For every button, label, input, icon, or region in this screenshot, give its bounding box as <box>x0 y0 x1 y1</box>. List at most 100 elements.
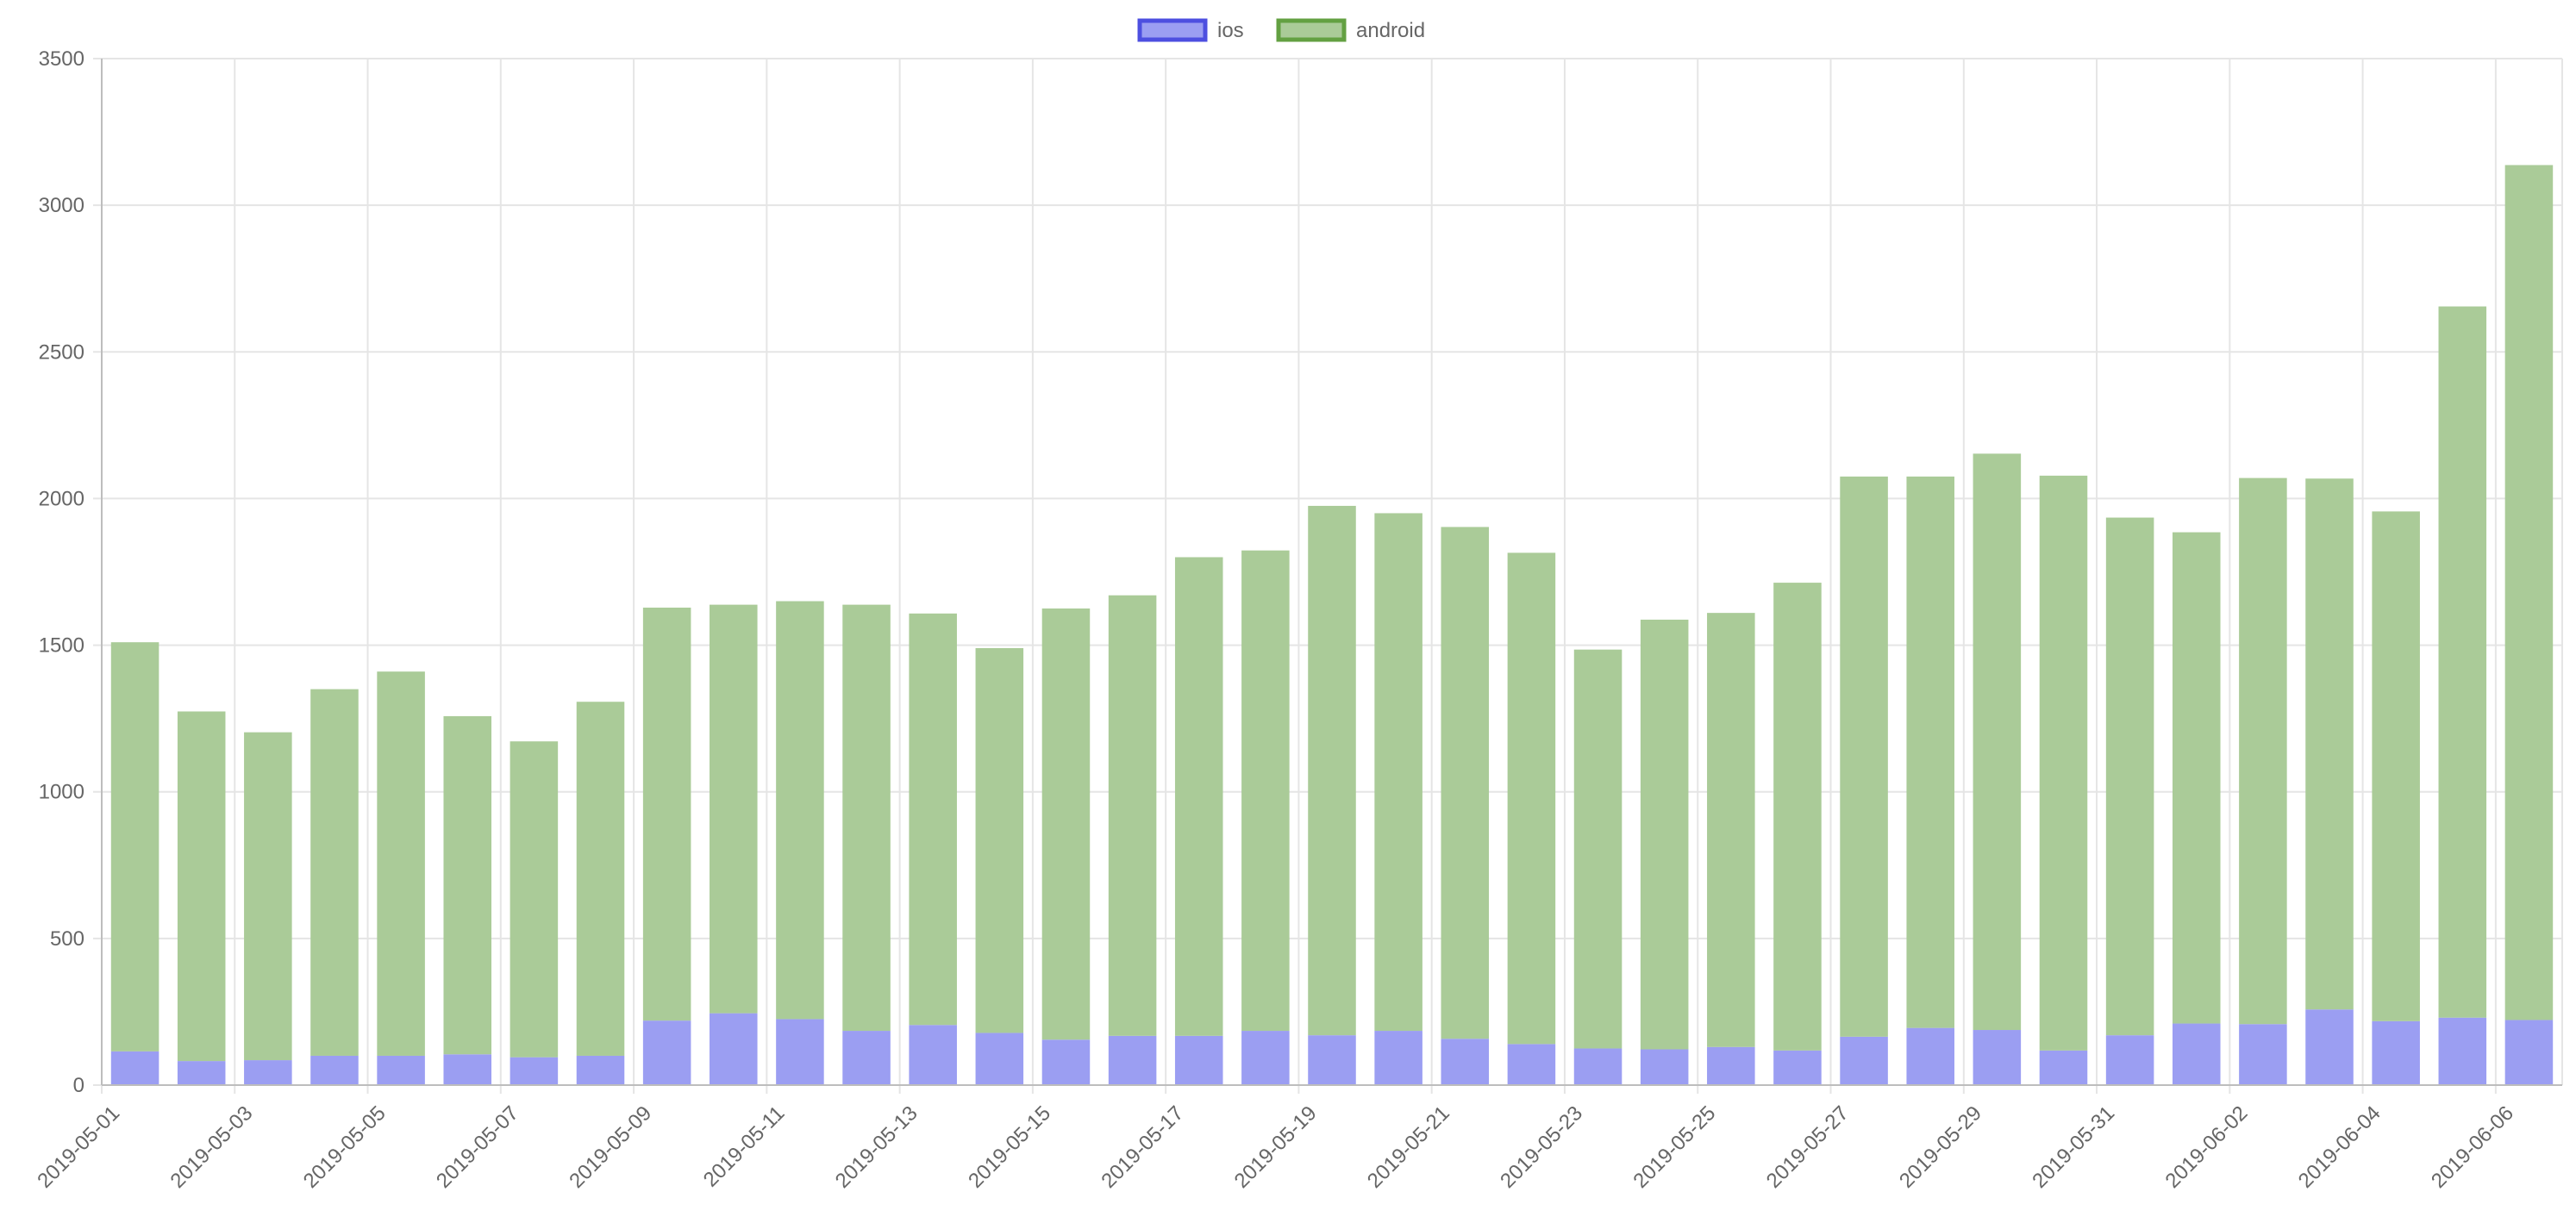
legend-label: ios <box>1217 19 1244 42</box>
legend-swatch <box>1276 18 1347 42</box>
bar-android-2019-05-16[interactable] <box>1108 595 1157 1036</box>
x-tick-label: 2019-05-19 <box>1230 1101 1322 1193</box>
bar-android-2019-05-26[interactable] <box>1773 583 1822 1051</box>
bar-android-2019-06-03[interactable] <box>2305 478 2354 1010</box>
bar-ios-2019-05-26[interactable] <box>1773 1050 1822 1085</box>
bar-ios-2019-05-18[interactable] <box>1241 1031 1290 1085</box>
x-tick-label: 2019-05-27 <box>1762 1101 1854 1193</box>
legend-item-android[interactable]: android <box>1276 18 1425 42</box>
bar-ios-2019-05-20[interactable] <box>1374 1031 1422 1085</box>
bar-ios-2019-05-31[interactable] <box>2105 1035 2154 1085</box>
bar-ios-2019-05-11[interactable] <box>776 1019 824 1085</box>
bar-ios-2019-05-03[interactable] <box>244 1060 292 1085</box>
bar-android-2019-06-01[interactable] <box>2172 532 2221 1024</box>
bar-android-2019-05-24[interactable] <box>1640 619 1689 1050</box>
bar-ios-2019-05-05[interactable] <box>377 1055 425 1085</box>
bar-android-2019-06-02[interactable] <box>2239 477 2287 1025</box>
bar-ios-2019-05-17[interactable] <box>1174 1035 1223 1085</box>
x-tick-label: 2019-05-25 <box>1629 1101 1720 1193</box>
x-tick-label: 2019-05-03 <box>166 1101 257 1193</box>
bar-android-2019-05-25[interactable] <box>1707 613 1755 1047</box>
bar-android-2019-05-04[interactable] <box>310 689 359 1056</box>
bar-ios-2019-06-05[interactable] <box>2438 1017 2487 1085</box>
x-tick-label: 2019-05-07 <box>432 1101 523 1193</box>
bar-ios-2019-05-29[interactable] <box>1973 1030 2022 1085</box>
bar-android-2019-05-13[interactable] <box>909 613 957 1026</box>
bar-android-2019-05-28[interactable] <box>1906 476 1954 1028</box>
bar-ios-2019-05-01[interactable] <box>110 1051 159 1085</box>
legend-swatch <box>1137 18 1208 42</box>
bar-ios-2019-05-25[interactable] <box>1707 1046 1755 1085</box>
x-tick-label: 2019-06-04 <box>2294 1101 2385 1193</box>
bar-ios-2019-05-24[interactable] <box>1640 1049 1689 1085</box>
bar-android-2019-05-11[interactable] <box>776 601 824 1020</box>
bar-android-2019-05-27[interactable] <box>1840 476 1888 1037</box>
bar-android-2019-05-31[interactable] <box>2105 517 2154 1036</box>
bar-ios-2019-05-10[interactable] <box>710 1013 758 1085</box>
bar-ios-2019-05-23[interactable] <box>1573 1048 1623 1085</box>
bar-android-2019-05-14[interactable] <box>975 647 1024 1033</box>
bar-android-2019-05-15[interactable] <box>1041 608 1091 1040</box>
bar-android-2019-05-06[interactable] <box>443 715 492 1055</box>
bar-ios-2019-05-28[interactable] <box>1906 1027 1954 1085</box>
bar-ios-2019-05-16[interactable] <box>1108 1035 1157 1085</box>
y-tick-label: 3000 <box>39 194 84 217</box>
bar-android-2019-05-08[interactable] <box>576 702 625 1056</box>
bar-ios-2019-06-06[interactable] <box>2504 1020 2554 1085</box>
bar-ios-2019-06-04[interactable] <box>2372 1020 2420 1085</box>
bar-ios-2019-05-30[interactable] <box>2039 1050 2088 1085</box>
x-tick-label: 2019-05-23 <box>1496 1101 1587 1193</box>
bar-ios-2019-05-21[interactable] <box>1441 1039 1490 1085</box>
bar-ios-2019-05-27[interactable] <box>1840 1036 1888 1085</box>
x-tick-label: 2019-06-06 <box>2427 1101 2518 1193</box>
bar-android-2019-05-09[interactable] <box>642 608 691 1021</box>
bar-android-2019-05-29[interactable] <box>1973 453 2022 1031</box>
bar-android-2019-05-02[interactable] <box>177 711 226 1062</box>
bar-ios-2019-06-02[interactable] <box>2239 1024 2287 1085</box>
bar-ios-2019-06-01[interactable] <box>2172 1023 2221 1085</box>
bar-ios-2019-05-22[interactable] <box>1507 1044 1556 1085</box>
bar-ios-2019-05-13[interactable] <box>909 1025 957 1085</box>
bar-android-2019-05-20[interactable] <box>1374 513 1422 1032</box>
x-tick-label: 2019-05-29 <box>1895 1101 1986 1193</box>
bar-ios-2019-05-08[interactable] <box>576 1055 625 1085</box>
bar-ios-2019-05-04[interactable] <box>310 1055 359 1085</box>
bar-android-2019-05-10[interactable] <box>710 604 758 1014</box>
bars-layer <box>110 165 2554 1085</box>
legend-item-ios[interactable]: ios <box>1137 18 1244 42</box>
x-tick-label: 2019-05-09 <box>565 1101 656 1193</box>
bar-android-2019-05-01[interactable] <box>110 642 159 1051</box>
bar-ios-2019-05-06[interactable] <box>443 1054 492 1085</box>
bar-ios-2019-06-03[interactable] <box>2305 1009 2354 1085</box>
bar-ios-2019-05-09[interactable] <box>642 1020 691 1085</box>
bar-android-2019-05-23[interactable] <box>1573 649 1623 1049</box>
bar-android-2019-05-19[interactable] <box>1308 505 1356 1036</box>
x-tick-label: 2019-05-11 <box>699 1101 790 1192</box>
bar-ios-2019-05-02[interactable] <box>177 1061 226 1085</box>
bar-android-2019-06-04[interactable] <box>2372 511 2420 1021</box>
bar-ios-2019-05-15[interactable] <box>1041 1039 1091 1085</box>
bar-ios-2019-05-14[interactable] <box>975 1033 1024 1085</box>
x-tick-label: 2019-05-21 <box>1363 1101 1454 1193</box>
bar-android-2019-05-17[interactable] <box>1174 557 1223 1036</box>
bar-ios-2019-05-12[interactable] <box>842 1031 891 1085</box>
bar-ios-2019-05-19[interactable] <box>1308 1035 1356 1085</box>
bar-android-2019-06-06[interactable] <box>2504 165 2554 1020</box>
y-tick-label: 2500 <box>39 340 84 364</box>
bar-android-2019-05-18[interactable] <box>1241 550 1290 1032</box>
bar-android-2019-05-30[interactable] <box>2039 475 2088 1051</box>
x-tick-label: 2019-05-31 <box>2028 1101 2119 1193</box>
bar-android-2019-05-12[interactable] <box>842 604 891 1032</box>
bar-ios-2019-05-07[interactable] <box>510 1057 559 1085</box>
bar-android-2019-05-22[interactable] <box>1507 552 1556 1045</box>
bar-android-2019-05-05[interactable] <box>377 671 425 1056</box>
bar-android-2019-05-07[interactable] <box>510 741 559 1058</box>
bar-android-2019-06-05[interactable] <box>2438 306 2487 1018</box>
x-tick-label: 2019-05-01 <box>33 1101 124 1193</box>
y-tick-label: 1500 <box>39 634 84 658</box>
bar-android-2019-05-03[interactable] <box>244 732 292 1061</box>
bar-android-2019-05-21[interactable] <box>1441 527 1490 1039</box>
x-tick-label: 2019-05-17 <box>1097 1101 1188 1193</box>
